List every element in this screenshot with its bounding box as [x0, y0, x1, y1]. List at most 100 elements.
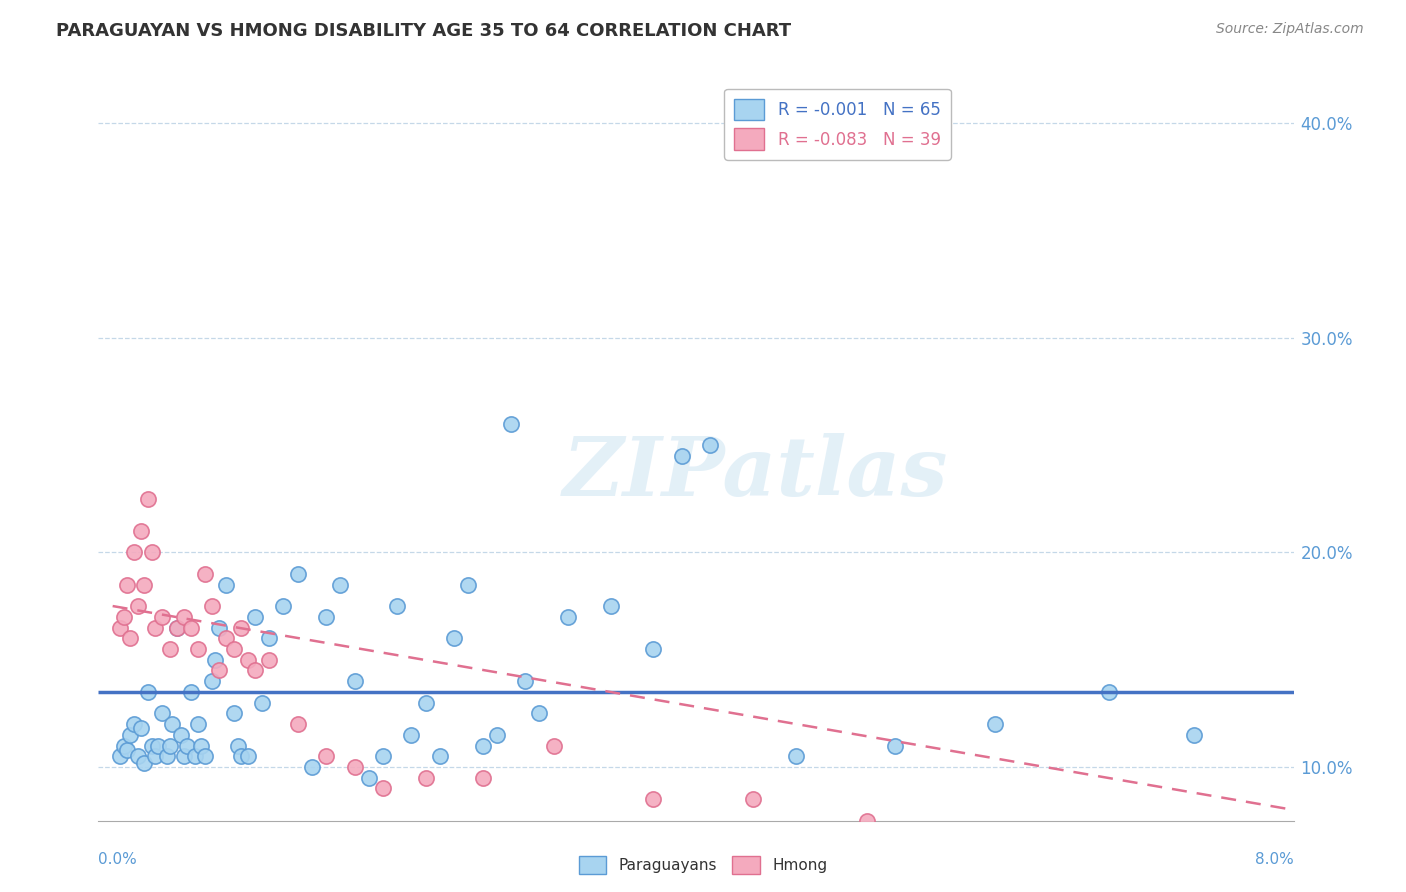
Point [471, 739, 494, 753]
Point [173, 749, 195, 764]
Point [1182, 728, 1205, 742]
Point [208, 664, 231, 678]
Legend: Paraguayans, Hmong: Paraguayans, Hmong [572, 850, 834, 880]
Point [222, 642, 245, 657]
Point [129, 722, 152, 736]
Point [156, 749, 179, 764]
Point [132, 756, 155, 770]
Text: 0.0%: 0.0% [98, 852, 138, 867]
Point [187, 717, 209, 731]
Point [148, 739, 170, 753]
Point [557, 609, 579, 624]
Point [108, 749, 131, 764]
Point [215, 632, 238, 646]
Point [401, 728, 423, 742]
Point [122, 717, 145, 731]
Point [194, 566, 217, 581]
Point [176, 739, 198, 753]
Point [543, 739, 565, 753]
Point [699, 438, 721, 452]
Point [529, 706, 551, 721]
Point [143, 620, 166, 634]
Point [415, 696, 437, 710]
Text: 8.0%: 8.0% [1254, 852, 1294, 867]
Point [152, 706, 174, 721]
Point [112, 609, 135, 624]
Point [159, 739, 181, 753]
Point [226, 739, 249, 753]
Point [201, 674, 224, 689]
Point [287, 717, 309, 731]
Point [187, 642, 209, 657]
Point [301, 760, 323, 774]
Point [250, 696, 273, 710]
Point [180, 685, 202, 699]
Point [136, 491, 159, 506]
Point [643, 642, 665, 657]
Point [429, 749, 451, 764]
Point [180, 620, 202, 634]
Point [671, 449, 693, 463]
Point [184, 749, 207, 764]
Point [132, 577, 155, 591]
Point [118, 632, 141, 646]
Point [287, 566, 309, 581]
Text: Source: ZipAtlas.com: Source: ZipAtlas.com [1216, 22, 1364, 37]
Point [229, 749, 252, 764]
Point [273, 599, 295, 613]
Point [471, 771, 494, 785]
Point [118, 728, 141, 742]
Point [343, 674, 366, 689]
Point [499, 417, 522, 431]
Text: PARAGUAYAN VS HMONG DISABILITY AGE 35 TO 64 CORRELATION CHART: PARAGUAYAN VS HMONG DISABILITY AGE 35 TO… [56, 22, 792, 40]
Point [152, 609, 174, 624]
Point [166, 620, 188, 634]
Legend: R = -0.001   N = 65, R = -0.083   N = 39: R = -0.001 N = 65, R = -0.083 N = 39 [724, 88, 950, 160]
Point [741, 792, 763, 806]
Point [143, 749, 166, 764]
Text: ZIPatlas: ZIPatlas [562, 433, 949, 513]
Point [984, 717, 1007, 731]
Point [127, 749, 149, 764]
Point [243, 609, 266, 624]
Point [443, 632, 465, 646]
Point [343, 760, 366, 774]
Point [855, 814, 877, 828]
Point [136, 685, 159, 699]
Point [1211, 835, 1233, 849]
Point [385, 599, 409, 613]
Point [190, 739, 212, 753]
Point [371, 749, 394, 764]
Point [243, 664, 266, 678]
Point [122, 545, 145, 559]
Point [115, 577, 138, 591]
Point [162, 717, 184, 731]
Point [884, 739, 907, 753]
Point [984, 824, 1007, 838]
Point [108, 620, 131, 634]
Point [457, 577, 479, 591]
Point [257, 632, 280, 646]
Point [115, 743, 138, 757]
Point [599, 599, 621, 613]
Point [159, 642, 181, 657]
Point [236, 749, 259, 764]
Point [357, 771, 380, 785]
Point [329, 577, 352, 591]
Point [315, 749, 337, 764]
Point [236, 653, 259, 667]
Point [141, 545, 163, 559]
Point [201, 599, 224, 613]
Point [127, 599, 149, 613]
Point [112, 739, 135, 753]
Point [643, 792, 665, 806]
Point [222, 706, 245, 721]
Point [208, 620, 231, 634]
Point [215, 577, 238, 591]
Point [515, 674, 537, 689]
Point [204, 653, 226, 667]
Point [173, 609, 195, 624]
Point [1097, 685, 1119, 699]
Point [257, 653, 280, 667]
Point [485, 728, 508, 742]
